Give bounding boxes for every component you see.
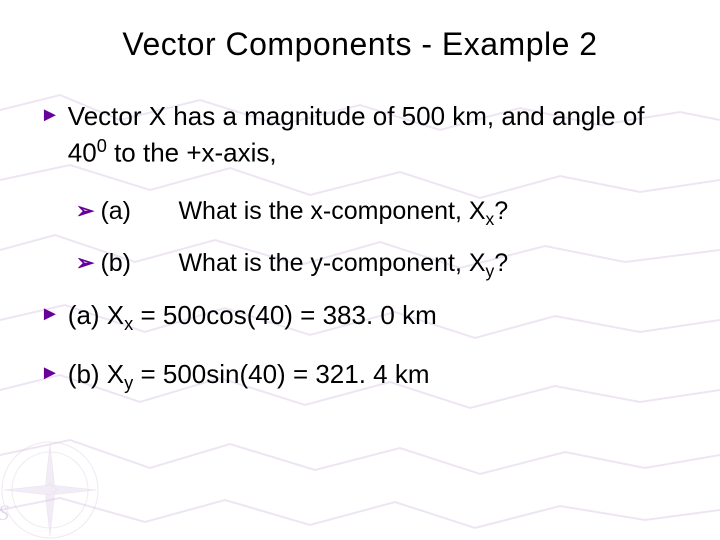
main-suffix: to the +x-axis, [107, 138, 277, 168]
answer-a: ► (a) Xx = 500cos(40) = 383. 0 km [40, 298, 680, 337]
sub-question-a: ➢ (a)What is the x-component, Xx? [76, 195, 680, 231]
sub-b-text: (b)What is the y-component, Xy? [100, 247, 508, 283]
sub-a-suffix: ? [494, 197, 508, 225]
sub-a-text: (a)What is the x-component, Xx? [100, 195, 508, 231]
main-bullet: ► Vector X has a magnitude of 500 km, an… [40, 99, 680, 171]
sub-a-sub: x [486, 209, 495, 229]
sub-a-prefix: What is the x-component, X [178, 197, 485, 225]
slide-title: Vector Components - Example 2 [40, 26, 680, 63]
chevron-bullet-icon: ➢ [76, 195, 94, 227]
answer-b: ► (b) Xy = 500sin(40) = 321. 4 km [40, 357, 680, 396]
ans-a-sub: x [124, 315, 133, 335]
answer-b-text: (b) Xy = 500sin(40) = 321. 4 km [68, 357, 430, 396]
sub-b-suffix: ? [494, 249, 508, 277]
main-super: 0 [97, 136, 107, 156]
ans-b-sub: y [124, 373, 133, 393]
main-point-text: Vector X has a magnitude of 500 km, and … [68, 99, 680, 171]
ans-b-suffix: = 500sin(40) = 321. 4 km [133, 359, 429, 389]
sub-a-label: (a) [100, 195, 178, 228]
triangle-bullet-icon: ► [40, 298, 60, 330]
ans-b-prefix: (b) X [68, 359, 124, 389]
triangle-bullet-icon: ► [40, 99, 60, 131]
svg-text:S: S [0, 500, 9, 525]
chevron-bullet-icon: ➢ [76, 247, 94, 279]
sub-b-prefix: What is the y-component, X [178, 249, 485, 277]
triangle-bullet-icon: ► [40, 357, 60, 389]
sub-b-sub: y [486, 261, 495, 281]
answer-a-text: (a) Xx = 500cos(40) = 383. 0 km [68, 298, 437, 337]
sub-b-label: (b) [100, 247, 178, 280]
ans-a-prefix: (a) X [68, 300, 124, 330]
compass-decoration: S [0, 400, 140, 540]
ans-a-suffix: = 500cos(40) = 383. 0 km [133, 300, 437, 330]
slide-content: Vector Components - Example 2 ► Vector X… [0, 0, 720, 396]
sub-question-b: ➢ (b)What is the y-component, Xy? [76, 247, 680, 283]
